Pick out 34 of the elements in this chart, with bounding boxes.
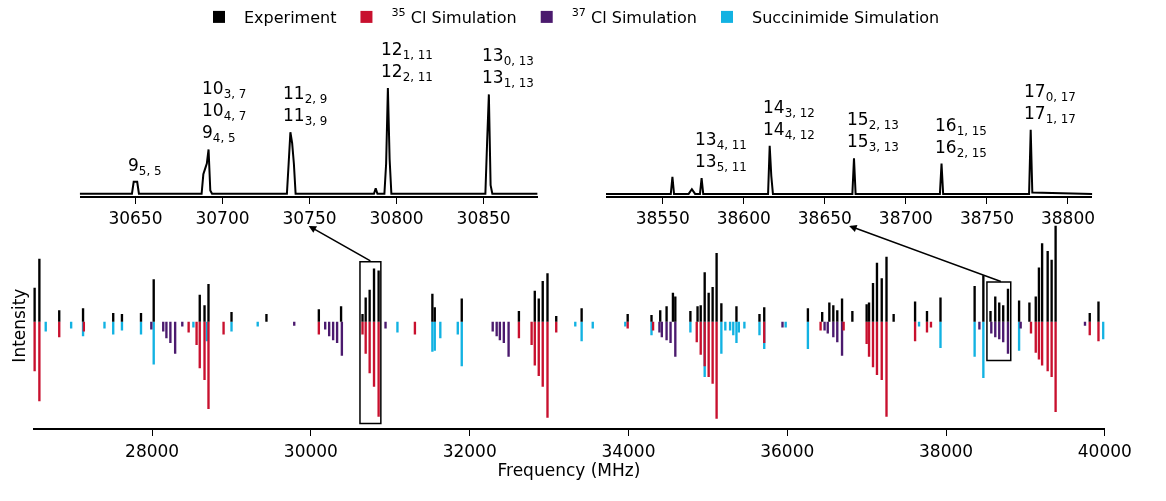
legend-label: Experiment	[244, 8, 337, 28]
x-tick-label: 36000	[760, 440, 815, 461]
x-tick-label: 34000	[601, 440, 656, 461]
x-axis-title: Frequency (MHz)	[497, 460, 641, 481]
x-tick-label: 38650	[797, 208, 852, 229]
x-tick-label: 30850	[456, 208, 511, 229]
x-tick-label: 40000	[1077, 440, 1132, 461]
x-tick-label: 30700	[195, 208, 250, 229]
annotation: 9$_{5, 5}$	[128, 155, 162, 178]
x-tick-label: 38550	[635, 208, 690, 229]
annotation: 15$_{2, 13}$ 15$_{3, 13}$	[847, 109, 899, 154]
annotation: 14$_{3, 12}$ 14$_{4, 12}$	[763, 97, 815, 142]
annotation: 13$_{0, 13}$ 13$_{1, 13}$	[482, 45, 534, 90]
legend-label: $^{35}$ Cl Simulation	[391, 6, 517, 28]
x-tick-label: 30750	[282, 208, 337, 229]
legend-label: $^{37}$ Cl Simulation	[571, 6, 697, 28]
annotation: 12$_{1, 11}$ 12$_{2, 11}$	[381, 39, 433, 84]
annotation: 17$_{0, 17}$ 17$_{1, 17}$	[1024, 81, 1076, 126]
legend-label: Succinimide Simulation	[751, 8, 940, 28]
annotation: 11$_{2, 9}$ 11$_{3, 9}$	[283, 83, 328, 128]
x-tick-label: 32000	[442, 440, 497, 461]
annotation: 10$_{3, 7}$ 10$_{4, 7}$ 9$_{4, 5}$	[202, 78, 247, 145]
annotation: 13$_{4, 11}$ 13$_{5, 11}$	[695, 129, 747, 174]
x-tick-label: 38000	[918, 440, 974, 461]
x-tick-label: 38750	[959, 208, 1014, 229]
x-tick-label: 30000	[283, 440, 338, 461]
x-tick-label: 28000	[125, 440, 180, 461]
y-axis-title: Intensity	[8, 288, 29, 363]
x-tick-label: 30650	[108, 208, 163, 229]
annotation: 16$_{1, 15}$ 16$_{2, 15}$	[935, 115, 987, 160]
x-tick-label: 38800	[1040, 208, 1096, 229]
x-tick-label: 38600	[716, 208, 771, 229]
x-tick-label: 38700	[878, 208, 933, 229]
x-tick-label: 30800	[369, 208, 424, 229]
